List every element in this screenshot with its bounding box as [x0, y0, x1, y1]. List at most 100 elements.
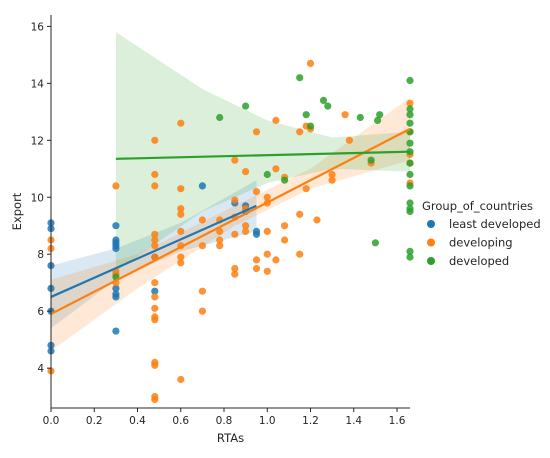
point-developing — [263, 250, 271, 258]
point-developing — [242, 168, 250, 176]
point-developing — [281, 222, 289, 230]
point-developing — [177, 205, 185, 213]
point-developed — [406, 119, 414, 127]
point-developing — [231, 270, 239, 278]
y-tick-label: 6 — [37, 306, 44, 318]
point-developed — [406, 159, 414, 167]
point-least-developed — [252, 230, 261, 238]
point-developing — [252, 128, 261, 136]
point-developed — [406, 247, 414, 255]
x-tick-label: 0.2 — [86, 415, 103, 427]
point-developing — [151, 230, 159, 238]
y-tick-label: 8 — [37, 249, 44, 261]
y-tick-label: 12 — [31, 135, 44, 147]
point-developed — [406, 76, 414, 85]
legend-label-developed: developed — [449, 254, 509, 268]
point-developing — [272, 165, 280, 173]
point-least-developed — [112, 293, 120, 301]
point-developed — [374, 116, 382, 124]
legend-marker-developing — [427, 238, 435, 247]
point-developed — [367, 156, 375, 164]
point-developed — [406, 207, 414, 216]
point-developing — [406, 99, 414, 107]
y-tick-label: 14 — [31, 78, 45, 90]
regression-lines — [50, 127, 411, 315]
point-developing — [151, 182, 159, 190]
point-developing — [177, 259, 185, 267]
point-developing — [242, 222, 250, 230]
fit-line-developed — [115, 150, 411, 160]
point-developing — [263, 227, 271, 235]
point-developing — [263, 193, 271, 201]
x-tick-label: 0.6 — [172, 415, 189, 427]
point-developing — [151, 279, 159, 287]
legend-title: Group_of_countries — [422, 199, 533, 213]
point-developed — [356, 113, 364, 122]
point-developing — [341, 111, 349, 119]
point-least-developed — [112, 327, 120, 335]
point-developed — [306, 122, 315, 130]
point-developed — [406, 199, 414, 207]
point-developing — [252, 264, 261, 273]
point-developing — [151, 304, 159, 312]
x-tick-label: 0.0 — [43, 415, 60, 427]
point-developing — [296, 250, 304, 258]
point-developing — [252, 188, 261, 196]
y-tick-label: 10 — [31, 192, 44, 204]
legend-marker-least-developed — [427, 220, 435, 228]
x-axis-label: RTAs — [217, 431, 244, 445]
point-developed — [406, 111, 414, 119]
point-developing — [231, 230, 239, 238]
point-developing — [231, 156, 239, 164]
point-least-developed — [112, 244, 120, 253]
point-developing — [151, 395, 159, 404]
point-developed — [406, 253, 414, 261]
point-developing — [198, 287, 206, 295]
point-developing — [272, 116, 280, 124]
y-tick-label: 16 — [31, 21, 45, 33]
point-developed — [371, 239, 379, 247]
point-developing — [231, 196, 239, 204]
legend-marker-developed — [427, 257, 435, 265]
fit-line-least-developed — [50, 204, 257, 298]
point-developing — [302, 185, 310, 193]
point-developed — [281, 176, 289, 184]
point-developing — [296, 210, 304, 218]
point-developing — [216, 236, 224, 244]
point-developing — [328, 170, 336, 179]
legend-items: least developed developing developed — [427, 217, 541, 268]
point-developing — [151, 242, 159, 250]
ci-band-developing — [51, 97, 410, 351]
point-developing — [296, 128, 304, 136]
point-developed — [324, 102, 332, 110]
point-developed — [406, 182, 414, 190]
point-developing — [177, 375, 185, 384]
confidence-bands — [51, 32, 411, 351]
point-developing — [177, 119, 185, 127]
x-tick-label: 1.4 — [345, 415, 362, 427]
point-developing — [216, 227, 224, 235]
scatter-points — [47, 59, 414, 404]
point-developing — [272, 256, 280, 264]
point-developing — [263, 267, 271, 275]
ci-band-developed — [115, 32, 411, 272]
point-least-developed — [198, 182, 206, 190]
point-developing — [252, 256, 261, 264]
point-developing — [198, 242, 206, 250]
point-developing — [151, 361, 159, 369]
point-developing — [151, 236, 159, 244]
point-developing — [177, 253, 185, 261]
point-developing — [151, 293, 159, 301]
point-developing — [177, 227, 185, 235]
point-developing — [198, 307, 206, 315]
legend: Group_of_countries least developed develo… — [422, 199, 541, 268]
y-tick-label: 4 — [37, 363, 44, 375]
axes: 0.0 0.2 0.4 0.6 0.8 1.0 1.2 1.4 1.6 4 6 8 10 12 14 16 — [31, 15, 410, 427]
x-tick-label: 1.2 — [302, 415, 319, 427]
point-developing — [313, 216, 321, 224]
point-developed — [216, 113, 224, 122]
x-tick-label: 1.6 — [389, 415, 406, 427]
point-developed — [263, 170, 271, 179]
x-tick-label: 0.4 — [129, 415, 146, 427]
point-developed — [376, 111, 384, 119]
